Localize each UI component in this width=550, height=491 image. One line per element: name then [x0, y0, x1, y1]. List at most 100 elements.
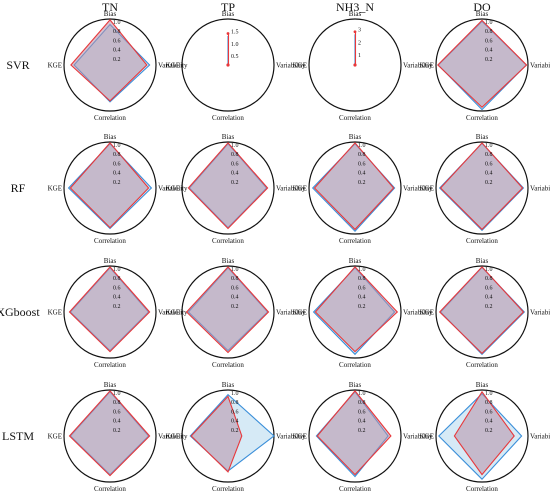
outer-ring — [435, 141, 529, 235]
tick-label: 0.4 — [113, 48, 121, 54]
radar-panel-svr-tp: 1.5 1.0 0.5 Bias Variability Correlation KGE — [166, 10, 306, 122]
axis-label-variability: Variability — [403, 309, 433, 317]
axis-label-correlation: Correlation — [212, 485, 244, 491]
tick-label: 0.2 — [231, 304, 239, 310]
outer-ring — [63, 141, 157, 235]
tick-label: 0.4 — [485, 419, 493, 425]
radar-panel-rf-nh3-n: 1.0 0.8 0.6 0.4 0.2 Bias Variability Correlatio… — [293, 133, 433, 245]
tick-label: 0.2 — [485, 180, 493, 186]
axis-label-variability: Variability — [276, 309, 306, 317]
tick-label: 0.8 — [485, 276, 493, 282]
axis-label-kge: KGE — [420, 185, 434, 193]
axis-label-bias: Bias — [104, 133, 117, 141]
outer-ring — [435, 265, 529, 359]
tick-label: 0.2 — [485, 304, 493, 310]
tick-label: 1.0 — [485, 20, 493, 26]
axis-label-kge: KGE — [420, 433, 434, 441]
tick-label: 1.0 — [358, 143, 366, 149]
radar-panel-lstm-do: 1.0 0.8 0.6 0.4 0.2 Bias Variability Correlatio… — [420, 381, 550, 491]
tick-label: 0.6 — [358, 161, 366, 167]
axis-label-kge: KGE — [48, 185, 62, 193]
center-point — [226, 63, 230, 67]
axis-label-correlation: Correlation — [466, 237, 498, 245]
tick-label: 0.4 — [485, 48, 493, 54]
axis-label-correlation: Correlation — [339, 361, 371, 369]
tick-label: 0.8 — [358, 152, 366, 158]
tick-label: 0.6 — [113, 285, 121, 291]
axis-label-bias: Bias — [104, 257, 117, 265]
tick-label: 0.2 — [113, 428, 121, 434]
axis-label-kge: KGE — [48, 62, 62, 70]
tick-label: 0.8 — [113, 152, 121, 158]
axis-label-variability: Variability — [158, 309, 188, 317]
axis-label-kge: KGE — [166, 62, 180, 70]
axis-label-bias: Bias — [476, 133, 489, 141]
axis-label-kge: KGE — [166, 185, 180, 193]
tick-label: 0.6 — [485, 161, 493, 167]
axis-label-correlation: Correlation — [94, 361, 126, 369]
tick-label: 0.4 — [113, 171, 121, 177]
series-a-polygon — [69, 142, 150, 229]
radar-panel-svr-tn: 1.0 0.8 0.6 0.4 0.2 Bias Variability Correlatio… — [48, 10, 188, 122]
axis-label-bias: Bias — [222, 381, 235, 389]
axis-label-correlation: Correlation — [339, 485, 371, 491]
tick-label: 0.6 — [113, 38, 121, 44]
axis-label-variability: Variability — [158, 62, 188, 70]
tick-label: 1.0 — [358, 267, 366, 273]
axis-label-bias: Bias — [104, 10, 117, 18]
axis-label-variability: Variability — [403, 185, 433, 193]
axis-label-bias: Bias — [476, 10, 489, 18]
tick-label: 1.5 — [231, 30, 239, 36]
axis-label-correlation: Correlation — [212, 361, 244, 369]
row-labels: SVR RF XGboost LSTM — [0, 58, 40, 443]
tick-label: 0.4 — [231, 295, 239, 301]
row-label-lstm: LSTM — [2, 429, 34, 443]
column-title-tp: TP — [221, 0, 235, 14]
tick-label: 0.4 — [485, 171, 493, 177]
tick-label: 0.2 — [113, 57, 121, 63]
column-title-tn: TN — [102, 0, 118, 14]
series-a-polygon — [437, 19, 528, 109]
radar-panel-rf-do: 1.0 0.8 0.6 0.4 0.2 Bias Variability Correlatio… — [420, 133, 550, 245]
axis-label-correlation: Correlation — [466, 361, 498, 369]
series-a-polygon — [313, 142, 395, 231]
tick-label: 0.4 — [358, 171, 366, 177]
axis-label-kge: KGE — [166, 433, 180, 441]
axis-label-kge: KGE — [293, 62, 307, 70]
axis-label-correlation: Correlation — [212, 237, 244, 245]
outer-ring — [63, 18, 157, 112]
radar-panel-rf-tp: 1.0 0.8 0.6 0.4 0.2 Bias Variability Correlatio… — [166, 133, 306, 245]
axis-label-bias: Bias — [349, 133, 362, 141]
axis-label-kge: KGE — [48, 309, 62, 317]
tick-label: 0.6 — [358, 409, 366, 415]
tick-label: 0.6 — [231, 161, 239, 167]
tick-label: 0.6 — [358, 285, 366, 291]
axis-label-bias: Bias — [104, 381, 117, 389]
series-a-polygon — [68, 266, 151, 353]
column-title-do: DO — [473, 0, 491, 14]
axis-label-bias: Bias — [476, 381, 489, 389]
tick-label: 0.4 — [485, 295, 493, 301]
radar-panel-svr-do: 1.0 0.8 0.6 0.4 0.2 Bias Variability Correlatio… — [420, 10, 550, 122]
tick-label: 0.8 — [485, 29, 493, 35]
tick-label: 1.0 — [231, 267, 239, 273]
radar-panel-lstm-nh3-n: 1.0 0.8 0.6 0.4 0.2 Bias Variability Correlatio… — [293, 381, 433, 491]
row-label-svr: SVR — [6, 58, 29, 72]
axis-label-correlation: Correlation — [212, 114, 244, 122]
tick-label: 0.4 — [358, 295, 366, 301]
outer-ring — [308, 265, 402, 359]
axis-label-correlation: Correlation — [94, 237, 126, 245]
tick-label: 0.2 — [113, 304, 121, 310]
axis-label-kge: KGE — [166, 309, 180, 317]
tick-label: 1.0 — [485, 267, 493, 273]
outer-ring — [181, 265, 275, 359]
tick-label: 0.6 — [113, 409, 121, 415]
tick-label: 0.2 — [231, 180, 239, 186]
center-point — [353, 63, 357, 67]
tick-label: 1.0 — [231, 391, 239, 397]
outer-ring — [308, 141, 402, 235]
tick-label: 0.4 — [113, 419, 121, 425]
tick-label: 0.5 — [231, 54, 239, 60]
radar-panel-svr-nh3-n: 3 2 1 Bias Variability Correlation KGE — [293, 10, 433, 122]
axis-label-bias: Bias — [222, 133, 235, 141]
